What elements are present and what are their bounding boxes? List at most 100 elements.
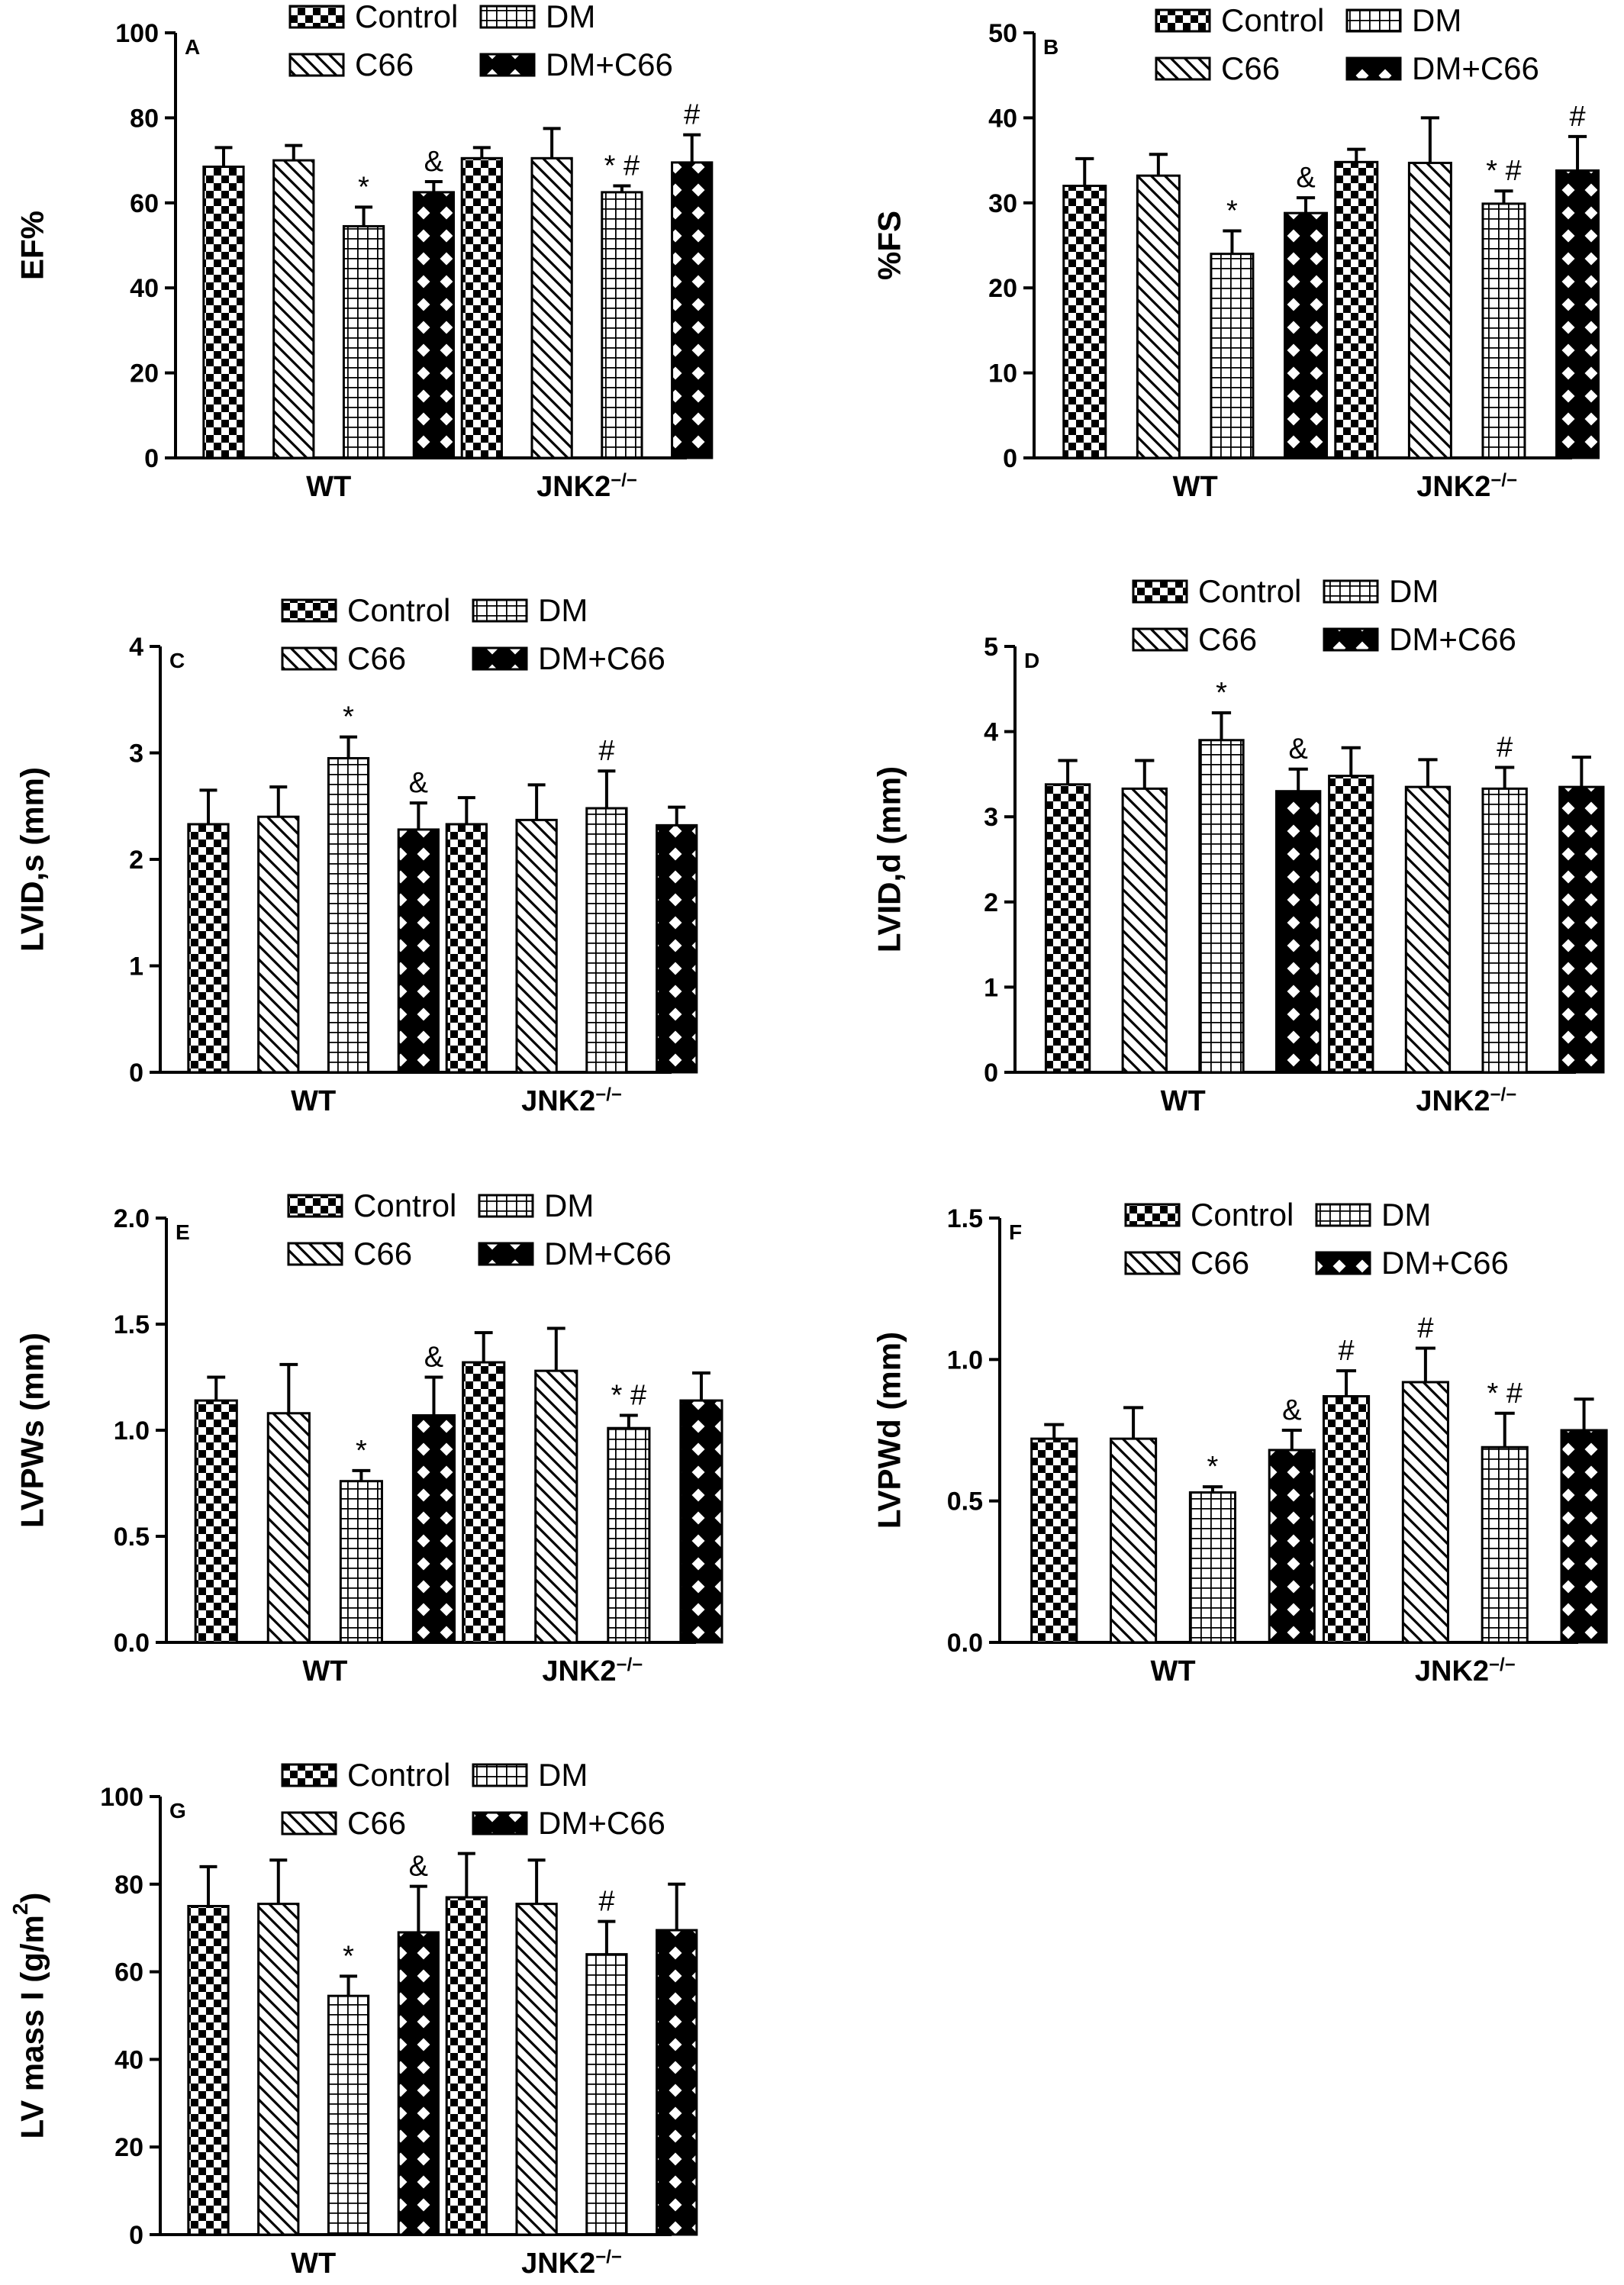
bar-dm-jnk2 xyxy=(601,191,643,459)
legend-swatch-control xyxy=(281,1763,337,1787)
significance-annotation: * # xyxy=(604,150,640,182)
legend-swatch-dm xyxy=(1315,1203,1371,1227)
bar-dm-wt xyxy=(339,1480,383,1644)
x-category-label: WT xyxy=(1173,471,1218,503)
legend-swatch-control xyxy=(287,1194,343,1218)
y-tick-label: 4 xyxy=(129,633,143,662)
y-tick-label: 0 xyxy=(1003,444,1017,473)
bar-dmc66-jnk2 xyxy=(656,1929,698,2236)
x-category-label: WT xyxy=(306,471,351,503)
significance-annotation: * xyxy=(1207,1451,1219,1483)
significance-annotation: & xyxy=(1282,1394,1301,1426)
bar-c66-wt xyxy=(257,1903,300,2236)
legend-label-c66: C66 xyxy=(347,640,406,676)
bar-control-wt xyxy=(1062,185,1107,459)
bar-c66-jnk2 xyxy=(1404,785,1452,1074)
x-category-label: WT xyxy=(1161,1085,1206,1117)
significance-annotation: * xyxy=(358,171,369,203)
bar-control-wt xyxy=(1030,1437,1078,1644)
legend-swatch-dmc66 xyxy=(479,53,536,77)
significance-annotation: # xyxy=(1569,101,1585,133)
x-category-label: WT xyxy=(302,1655,347,1687)
bar-control-wt xyxy=(1044,783,1091,1074)
legend-swatch-dm xyxy=(472,598,528,623)
bar-dm-wt xyxy=(1198,739,1245,1074)
bar-dmc66-jnk2 xyxy=(1560,1429,1608,1644)
legend-label-control: Control xyxy=(1198,573,1301,609)
legend-swatch-control xyxy=(1132,579,1188,604)
legend-label-dmc66: DM+C66 xyxy=(546,47,673,82)
panel-letter: C xyxy=(169,649,185,672)
y-tick-label: 1 xyxy=(984,973,998,1002)
y-tick-label: 5 xyxy=(984,633,998,662)
bar-dm-jnk2 xyxy=(585,807,628,1074)
legend-swatch-dm xyxy=(1345,8,1402,33)
bar-control-jnk2 xyxy=(1328,775,1374,1074)
y-axis-label: EF% xyxy=(14,211,50,280)
panel-letter: G xyxy=(169,1799,186,1823)
chart-panel-b: 0 10 20 30 40 50 %FS B * * # & # WT JNK2−/− Control DM C… xyxy=(872,2,1600,503)
bar-dm-jnk2 xyxy=(585,1953,628,2236)
bar-dmc66-jnk2 xyxy=(671,161,714,459)
legend-swatch-control xyxy=(1155,8,1211,33)
bar-c66-jnk2 xyxy=(1407,161,1452,459)
y-tick-label: 0 xyxy=(144,444,159,473)
legend-label-dm: DM xyxy=(1381,1197,1431,1233)
significance-annotation: & xyxy=(1288,733,1307,765)
legend-label-dmc66: DM+C66 xyxy=(538,640,665,676)
bar-dm-jnk2 xyxy=(607,1426,651,1644)
y-tick-label: 1.0 xyxy=(947,1346,983,1375)
y-tick-label: 1.5 xyxy=(947,1204,983,1233)
y-tick-label: 20 xyxy=(114,2133,143,2162)
panel-letter: A xyxy=(185,35,200,59)
bar-control-jnk2 xyxy=(445,1896,488,2236)
bar-c66-jnk2 xyxy=(515,1903,558,2236)
bar-dmc66-wt xyxy=(1268,1449,1316,1644)
panel-letter: B xyxy=(1043,35,1058,59)
legend-label-c66: C66 xyxy=(1221,50,1280,86)
y-axis-label: LVID,s (mm) xyxy=(14,767,50,952)
legend-swatch-dmc66 xyxy=(472,646,528,671)
bar-c66-jnk2 xyxy=(515,818,558,1074)
y-axis-label: LVPWs (mm) xyxy=(14,1333,50,1528)
chart-panel-f: 0.0 0.5 1.0 1.5 LVPWd (mm) F # # * * # & WT JNK2−/− C… xyxy=(872,1197,1608,1688)
panel-letter: E xyxy=(176,1220,190,1244)
bar-dm-jnk2 xyxy=(1481,202,1526,459)
significance-annotation: * xyxy=(356,1435,367,1467)
significance-annotation: & xyxy=(424,1342,443,1374)
y-tick-label: 1 xyxy=(129,952,143,981)
y-tick-label: 4 xyxy=(984,718,998,747)
significance-annotation: * xyxy=(1216,677,1227,709)
legend-label-c66: C66 xyxy=(347,1805,406,1841)
bar-control-jnk2 xyxy=(1322,1395,1371,1644)
x-category-label: JNK2−/− xyxy=(536,470,637,504)
x-category-label: JNK2−/− xyxy=(1415,1655,1516,1688)
legend-swatch-c66 xyxy=(1132,627,1188,652)
bar-c66-wt xyxy=(257,815,300,1074)
significance-annotation: * xyxy=(343,701,354,733)
bar-control-wt xyxy=(187,1905,230,2236)
legend-swatch-control xyxy=(1124,1203,1181,1227)
legend-swatch-control xyxy=(288,5,345,29)
chart-panel-d: 0 1 2 3 4 5 LVID,d (mm) D * # & WT JNK2−/− Control DM C… xyxy=(872,573,1605,1117)
chart-panel-a: 0 20 40 60 80 100 EF% A * * # & # WT JNK2−/− Control DM… xyxy=(14,0,714,504)
legend-label-c66: C66 xyxy=(1191,1245,1249,1281)
legend-label-dm: DM xyxy=(544,1188,594,1223)
y-tick-label: 30 xyxy=(988,189,1017,218)
bar-dmc66-jnk2 xyxy=(679,1399,723,1644)
y-tick-label: 10 xyxy=(988,359,1017,388)
legend-swatch-c66 xyxy=(1155,56,1211,81)
bar-dmc66-wt xyxy=(1284,211,1329,459)
y-tick-label: 0.5 xyxy=(114,1523,150,1552)
legend-swatch-dm xyxy=(479,5,536,29)
y-tick-label: 0.0 xyxy=(114,1629,150,1658)
significance-annotation: & xyxy=(424,146,443,178)
chart-panel-g: 0 20 40 60 80 100 LV mass I (g/m2) G * # & WT JNK2−/… xyxy=(8,1757,698,2280)
significance-annotation: * # xyxy=(1487,1378,1522,1410)
bar-control-jnk2 xyxy=(462,1361,506,1644)
significance-annotation: # xyxy=(684,99,700,131)
significance-annotation: # xyxy=(1417,1313,1433,1345)
legend-label-control: Control xyxy=(1221,2,1324,38)
y-tick-label: 1.0 xyxy=(114,1416,150,1445)
